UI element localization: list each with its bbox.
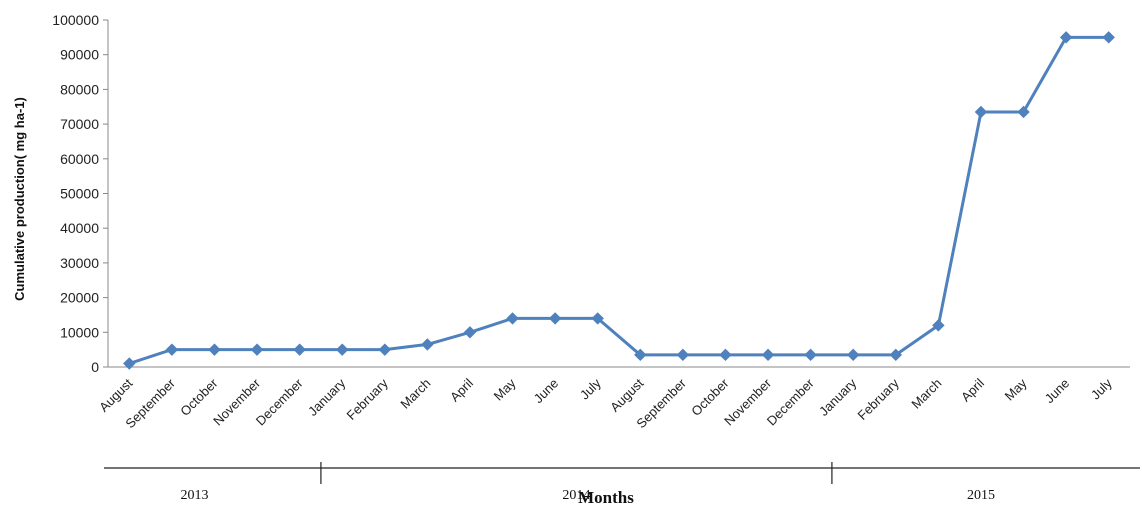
- data-point: [676, 348, 690, 362]
- x-tick-label: August: [607, 375, 646, 414]
- y-tick-label: 20000: [60, 290, 99, 306]
- x-tick-label: June: [1042, 376, 1073, 407]
- data-point: [719, 348, 732, 362]
- y-tick-label: 100000: [52, 12, 99, 28]
- y-tick-label: 10000: [60, 324, 99, 340]
- y-tick-label: 90000: [60, 47, 99, 63]
- y-tick-label: 30000: [60, 255, 99, 271]
- data-point: [804, 348, 817, 362]
- y-tick-label: 0: [91, 359, 99, 375]
- x-tick-label: March: [908, 376, 944, 412]
- x-tick-label: February: [855, 375, 903, 423]
- x-tick-label: July: [577, 375, 604, 402]
- y-tick-label: 80000: [60, 81, 99, 97]
- x-tick-label: April: [447, 375, 476, 404]
- x-tick-label: January: [816, 375, 860, 419]
- data-point: [932, 319, 945, 332]
- x-tick-label: August: [96, 375, 135, 414]
- data-point: [761, 348, 775, 362]
- x-tick-label: December: [253, 375, 306, 428]
- year-label: 2013: [180, 488, 208, 503]
- data-point: [591, 312, 604, 325]
- data-point: [378, 343, 391, 356]
- series-line: [127, 35, 1111, 365]
- data-point: [123, 357, 136, 370]
- x-tick-label: April: [958, 375, 987, 404]
- data-point: [1102, 31, 1115, 44]
- y-tick-label: 50000: [60, 186, 99, 202]
- x-axis-title: Months: [578, 488, 634, 507]
- data-point: [548, 312, 562, 325]
- y-tick-label: 40000: [60, 220, 99, 236]
- data-point: [336, 343, 349, 356]
- data-point: [250, 343, 264, 356]
- data-point: [463, 326, 477, 339]
- data-point: [165, 343, 179, 356]
- x-tick-label: March: [397, 376, 433, 412]
- data-point: [208, 343, 221, 356]
- data-point: [889, 348, 902, 362]
- data-point: [974, 105, 988, 119]
- y-tick-label: 60000: [60, 151, 99, 167]
- x-tick-label: May: [1002, 375, 1030, 403]
- data-point: [847, 348, 860, 362]
- data-point: [506, 312, 519, 325]
- data-point: [1017, 105, 1030, 119]
- x-tick-label: June: [531, 376, 562, 407]
- y-axis-title: Cumulative production( mg ha-1): [12, 97, 27, 301]
- year-label: 2014: [562, 488, 590, 503]
- data-point: [293, 343, 306, 356]
- x-tick-label: May: [491, 375, 519, 403]
- year-label: 2015: [967, 488, 995, 503]
- data-point: [634, 348, 647, 362]
- data-point: [421, 338, 434, 351]
- x-tick-label: February: [344, 375, 392, 423]
- x-tick-label: July: [1088, 375, 1115, 402]
- x-tick-label: January: [305, 375, 349, 419]
- y-tick-label: 70000: [60, 116, 99, 132]
- data-point: [1059, 31, 1073, 44]
- x-tick-label: December: [764, 375, 817, 428]
